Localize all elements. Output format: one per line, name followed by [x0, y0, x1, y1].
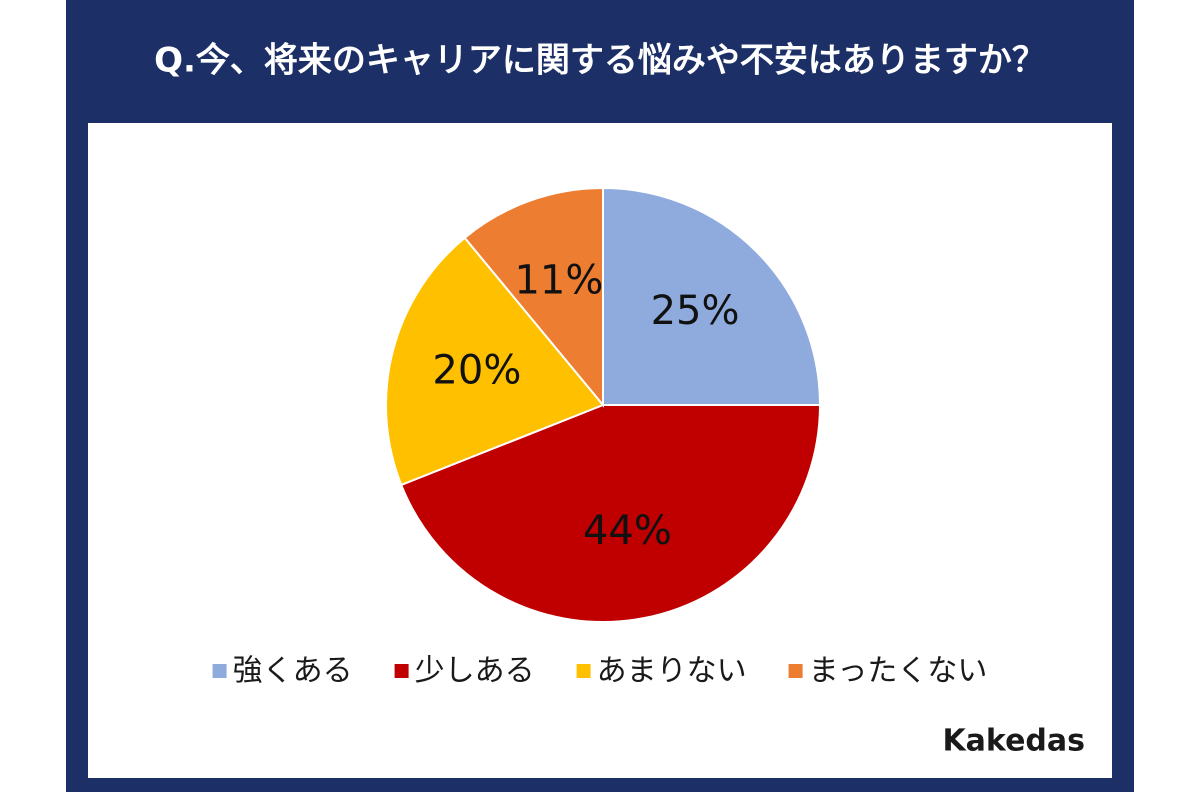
data-label: 20% — [432, 348, 521, 394]
legend-swatch — [394, 664, 409, 678]
legend-label: まったくない — [809, 654, 988, 689]
pie-slice — [385, 236, 605, 487]
brand: Kakedas — [942, 724, 1085, 759]
data-label: 11% — [514, 257, 603, 303]
legend: 強くある 少しある あまりない まったくない — [212, 654, 988, 689]
data-label: 25% — [651, 288, 740, 334]
legend-label: 少しある — [415, 654, 535, 689]
pie-slice — [463, 186, 604, 408]
legend-label: 強くある — [233, 654, 353, 689]
pie-slice — [399, 404, 822, 623]
legend-swatch — [576, 664, 591, 678]
legend-label: あまりない — [597, 654, 747, 689]
pie-slice — [602, 186, 822, 406]
legend-swatch — [212, 664, 227, 678]
data-label: 44% — [583, 508, 672, 554]
legend-swatch — [788, 664, 803, 678]
chart-title: Q.今、将来のキャリアに関する悩みや不安はありますか？ — [154, 41, 1046, 81]
